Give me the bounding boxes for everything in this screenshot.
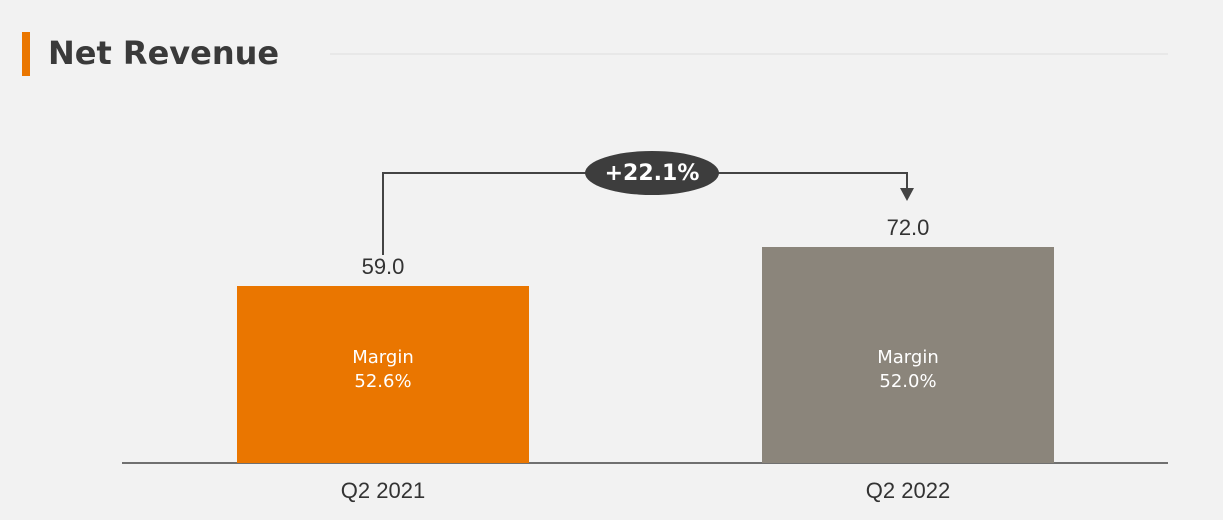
margin-label: Margin xyxy=(877,347,938,368)
bar xyxy=(762,247,1054,463)
change-arrow xyxy=(900,188,914,201)
margin-value: 52.0% xyxy=(879,371,936,392)
chart-title: Net Revenue xyxy=(48,34,279,72)
x-tick-label: Q2 2021 xyxy=(341,478,425,503)
change-badge xyxy=(585,151,719,195)
margin-label: Margin xyxy=(352,347,413,368)
bar xyxy=(237,286,529,463)
value-label: 59.0 xyxy=(362,254,405,279)
x-tick-label: Q2 2022 xyxy=(866,478,950,503)
value-label: 72.0 xyxy=(887,215,930,240)
change-label: +22.1% xyxy=(605,161,700,186)
margin-value: 52.6% xyxy=(354,371,411,392)
title-accent xyxy=(22,32,30,76)
